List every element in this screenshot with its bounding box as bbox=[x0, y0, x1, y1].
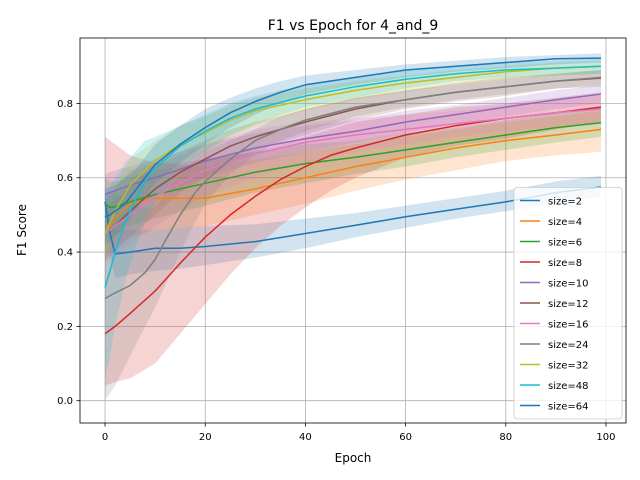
x-tick-label: 0 bbox=[102, 432, 108, 443]
line-size-24 bbox=[104, 76, 602, 300]
y-tick-label: 0.6 bbox=[57, 173, 73, 184]
band-size-10 bbox=[105, 84, 601, 215]
line-size-64 bbox=[104, 57, 602, 218]
line-size-48 bbox=[104, 65, 602, 288]
x-tick-label: 100 bbox=[596, 432, 615, 443]
y-tick-label: 0.8 bbox=[57, 99, 73, 110]
axis-ticks: 0 20 40 60 80 100 0.0 0.2 0.4 0.6 0.8 bbox=[57, 99, 615, 443]
legend-entry: size=8 bbox=[548, 258, 582, 269]
legend-entry: size=24 bbox=[548, 340, 589, 351]
line-size-2 bbox=[104, 186, 602, 255]
y-tick-label: 0.4 bbox=[57, 248, 73, 259]
legend-box bbox=[513, 187, 623, 420]
line-size-32 bbox=[104, 65, 602, 234]
legend-entry: size=12 bbox=[548, 299, 589, 310]
plot-frame bbox=[79, 37, 627, 424]
legend-entry: size=10 bbox=[548, 279, 589, 290]
x-tick-label: 40 bbox=[299, 432, 312, 443]
legend-entry: size=32 bbox=[548, 361, 589, 372]
series-lines bbox=[104, 57, 602, 335]
band-size-64 bbox=[105, 53, 601, 245]
legend-entry: size=6 bbox=[548, 238, 582, 249]
legend-entry: size=4 bbox=[548, 217, 582, 228]
legend-entry: size=48 bbox=[548, 381, 589, 392]
x-tick-label: 20 bbox=[199, 432, 212, 443]
y-tick-label: 0.2 bbox=[57, 322, 73, 333]
band-size-4 bbox=[105, 110, 601, 264]
band-size-8 bbox=[105, 92, 601, 386]
chart-title: F1 vs Epoch for 4_and_9 bbox=[268, 18, 439, 34]
line-size-16 bbox=[104, 108, 602, 235]
band-size-32 bbox=[105, 60, 601, 260]
line-size-8 bbox=[104, 106, 602, 335]
legend: size=2 size=4 size=6 size=8 size=10 size=12 si… bbox=[513, 187, 623, 420]
legend-entry: size=16 bbox=[548, 320, 589, 331]
x-axis-label: Epoch bbox=[335, 451, 372, 465]
band-size-2 bbox=[105, 175, 601, 279]
legend-entry: size=64 bbox=[548, 402, 589, 413]
y-axis-label: F1 Score bbox=[15, 204, 29, 256]
x-tick-label: 60 bbox=[399, 432, 412, 443]
y-tick-label: 0.0 bbox=[57, 396, 73, 407]
line-size-4 bbox=[104, 128, 602, 234]
legend-entry: size=2 bbox=[548, 197, 582, 208]
band-size-24 bbox=[105, 70, 601, 401]
x-tick-label: 80 bbox=[499, 432, 512, 443]
band-size-16 bbox=[105, 96, 601, 264]
